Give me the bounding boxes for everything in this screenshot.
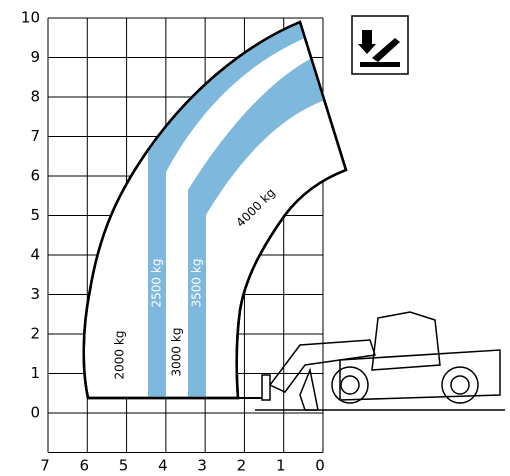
- x-tick-label: 6: [80, 457, 90, 475]
- y-tick-label: 4: [30, 246, 40, 264]
- x-tick-label: 2: [237, 457, 247, 475]
- y-tick-label: 5: [30, 206, 40, 224]
- zone-label: 2500 kg: [150, 259, 164, 308]
- telehandler: [255, 312, 505, 410]
- y-tick-label: 6: [30, 167, 40, 185]
- x-tick-label: 3: [197, 457, 207, 475]
- x-tick-label: 5: [119, 457, 129, 475]
- y-tick-label: 3: [30, 285, 40, 303]
- y-tick-label: 7: [30, 127, 40, 145]
- zone-label: 2000 kg: [113, 331, 127, 380]
- zone-label: 3500 kg: [190, 259, 204, 308]
- y-tick-label: 0: [30, 404, 40, 422]
- x-tick-label: 4: [158, 457, 168, 475]
- x-tick-label: 7: [40, 457, 50, 475]
- y-tick-label: 2: [30, 325, 40, 343]
- y-tick-label: 1: [30, 364, 40, 382]
- y-tick-label: 8: [30, 88, 40, 106]
- y-tick-label: 9: [30, 48, 40, 66]
- x-tick-label: 1: [276, 457, 286, 475]
- x-tick-label: 0: [315, 457, 325, 475]
- zone-label: 3000 kg: [170, 328, 184, 377]
- load-chart: 2000 kg 2500 kg 3000 kg 3500 kg 4000 kg …: [0, 0, 510, 476]
- stabiliser-icon: [352, 16, 408, 74]
- y-tick-label: 10: [21, 9, 40, 27]
